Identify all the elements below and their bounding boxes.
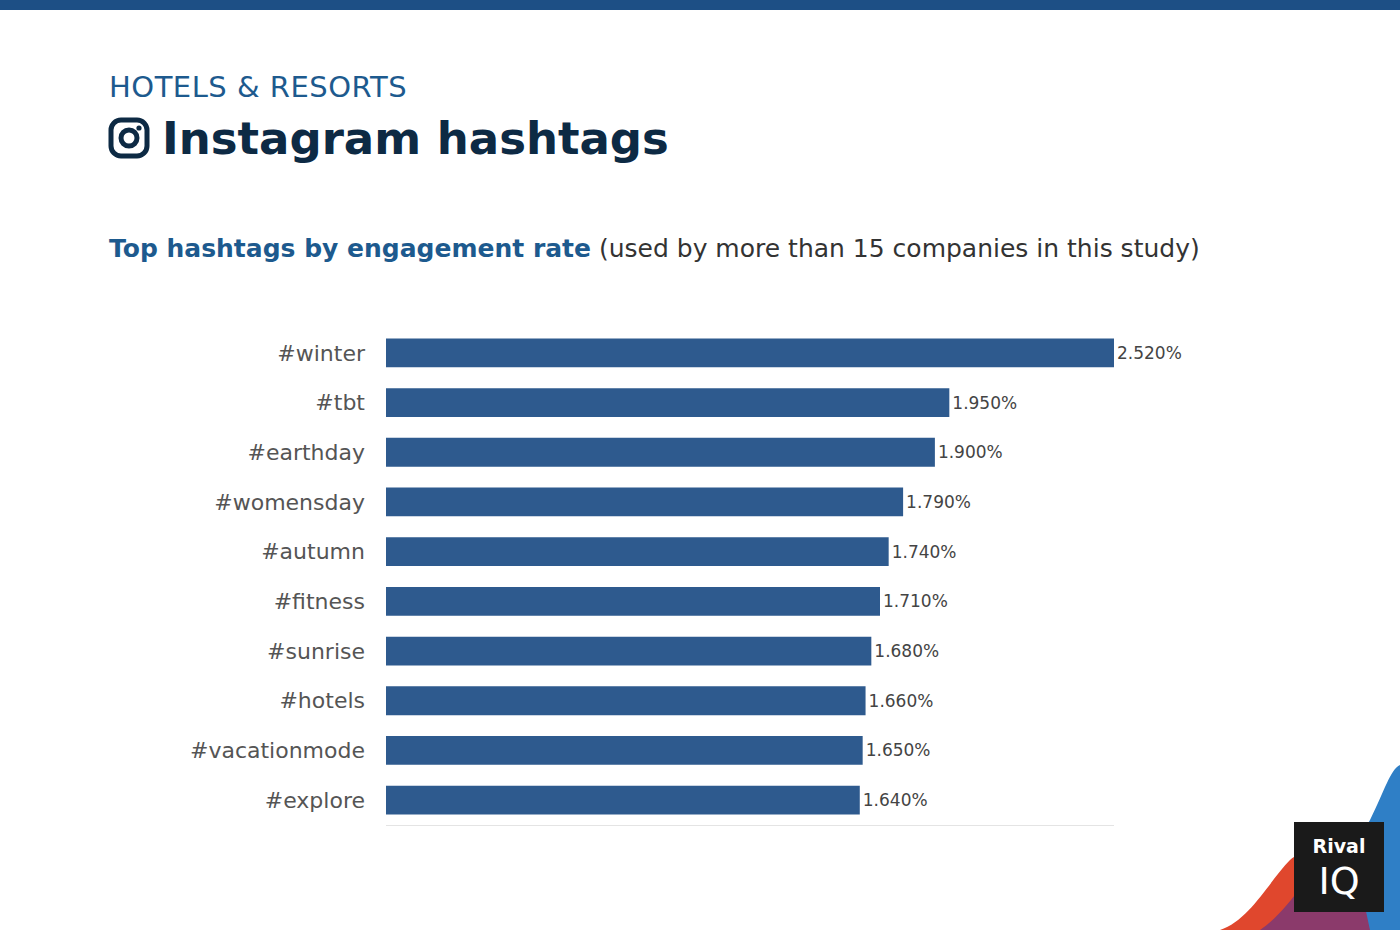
svg-text:#autumn: #autumn — [261, 539, 365, 564]
svg-text:2.520%: 2.520% — [1117, 343, 1182, 363]
html-text:Top hashtags by engagement rat: Top hashtags by engagement rate (used by… — [109, 234, 1200, 263]
html-text:HOTELS & RESORTS: HOTELS & RESORTS — [109, 70, 408, 104]
html-text:Instagram hashtags: Instagram hashtags — [162, 111, 669, 165]
svg-text:1.950%: 1.950% — [952, 393, 1017, 413]
svg-text:1.740%: 1.740% — [892, 542, 957, 562]
svg-text:Rival: Rival — [1313, 835, 1366, 857]
svg-text:1.660%: 1.660% — [869, 691, 934, 711]
svg-text:#tbt: #tbt — [315, 390, 365, 415]
svg-text:IQ: IQ — [1318, 859, 1359, 903]
svg-text:1.640%: 1.640% — [863, 790, 928, 810]
svg-text:#hotels: #hotels — [279, 688, 365, 713]
svg-text:1.680%: 1.680% — [874, 641, 939, 661]
svg-text:#womensday: #womensday — [214, 490, 365, 515]
svg-text:#winter: #winter — [277, 341, 366, 366]
svg-text:1.900%: 1.900% — [938, 442, 1003, 462]
svg-text:1.710%: 1.710% — [883, 591, 948, 611]
svg-text:#fitness: #fitness — [274, 589, 365, 614]
svg-text:#explore: #explore — [265, 788, 365, 813]
svg-text:#earthday: #earthday — [247, 440, 365, 465]
svg-text:1.650%: 1.650% — [866, 740, 931, 760]
svg-text:1.790%: 1.790% — [906, 492, 971, 512]
svg-text:#sunrise: #sunrise — [267, 639, 365, 664]
svg-text:#vacationmode: #vacationmode — [190, 738, 365, 763]
